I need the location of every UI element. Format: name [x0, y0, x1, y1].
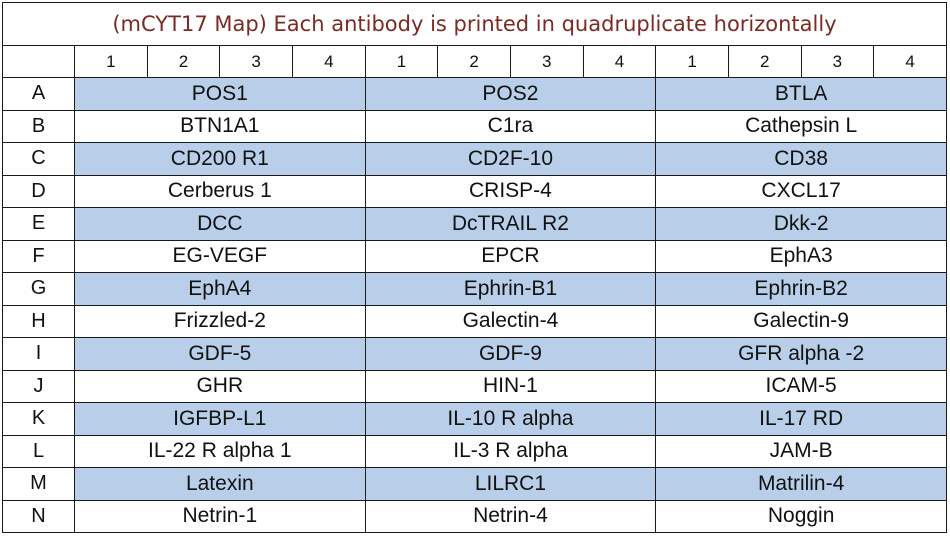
table-row: A POS1 POS2 BTLA — [2, 77, 947, 111]
antibody-cell: IL-3 R alpha — [364, 434, 657, 468]
row-label: G — [2, 272, 75, 306]
table-row: H Frizzled-2 Galectin-4 Galectin-9 — [2, 304, 947, 338]
antibody-cell: EphA4 — [74, 272, 366, 306]
table-row: D Cerberus 1 CRISP-4 CXCL17 — [2, 174, 947, 208]
table-row: I GDF-5 GDF-9 GFR alpha -2 — [2, 337, 947, 371]
row-label: M — [2, 467, 75, 501]
row-label: J — [2, 369, 75, 403]
antibody-cell: EPCR — [364, 239, 657, 273]
row-label: E — [2, 207, 75, 241]
row-label: B — [2, 109, 75, 143]
antibody-cell: Ephrin-B1 — [364, 272, 657, 306]
antibody-cell: Galectin-4 — [364, 304, 657, 338]
table-row: G EphA4 Ephrin-B1 Ephrin-B2 — [2, 272, 947, 306]
row-label: C — [2, 142, 75, 176]
row-label: N — [2, 499, 75, 533]
antibody-cell: GHR — [74, 369, 366, 403]
antibody-cell: IL-17 RD — [655, 402, 947, 436]
antibody-cell: C1ra — [364, 109, 657, 143]
antibody-cell: Noggin — [655, 499, 947, 533]
column-header: 1 — [364, 45, 439, 78]
antibody-cell: Matrilin-4 — [655, 467, 947, 501]
antibody-cell: Frizzled-2 — [74, 304, 366, 338]
column-header: 2 — [146, 45, 221, 78]
antibody-cell: CXCL17 — [655, 174, 947, 208]
antibody-cell: Latexin — [74, 467, 366, 501]
corner-cell — [2, 45, 75, 78]
row-label: A — [2, 77, 75, 111]
antibody-cell: Dkk-2 — [655, 207, 947, 241]
table-row: E DCC DcTRAIL R2 Dkk-2 — [2, 207, 947, 241]
column-header: 3 — [219, 45, 293, 78]
map-title: (mCYT17 Map) Each antibody is printed in… — [2, 2, 947, 46]
column-header-row: 1 2 3 4 1 2 3 4 1 2 3 4 — [2, 45, 947, 78]
antibody-cell: POS1 — [74, 77, 366, 111]
antibody-cell: CRISP-4 — [364, 174, 657, 208]
antibody-cell: LILRC1 — [364, 467, 657, 501]
column-header: 1 — [74, 45, 148, 78]
table-row: F EG-VEGF EPCR EphA3 — [2, 239, 947, 273]
column-header: 3 — [800, 45, 875, 78]
row-label: K — [2, 402, 75, 436]
table-row: J GHR HIN-1 ICAM-5 — [2, 369, 947, 403]
antibody-cell: POS2 — [364, 77, 657, 111]
antibody-cell: Netrin-4 — [364, 499, 657, 533]
antibody-cell: DCC — [74, 207, 366, 241]
row-label: H — [2, 304, 75, 338]
row-label: F — [2, 239, 75, 273]
antibody-cell: DcTRAIL R2 — [364, 207, 657, 241]
antibody-cell: BTN1A1 — [74, 109, 366, 143]
antibody-cell: Cathepsin L — [655, 109, 947, 143]
table-row: M Latexin LILRC1 Matrilin-4 — [2, 467, 947, 501]
antibody-cell: IGFBP-L1 — [74, 402, 366, 436]
column-header: 4 — [873, 45, 947, 78]
antibody-cell: GDF-9 — [364, 337, 657, 371]
antibody-cell: Galectin-9 — [655, 304, 947, 338]
antibody-cell: EG-VEGF — [74, 239, 366, 273]
antibody-cell: Ephrin-B2 — [655, 272, 947, 306]
antibody-cell: CD38 — [655, 142, 947, 176]
row-label: D — [2, 174, 75, 208]
column-header: 2 — [437, 45, 511, 78]
row-label: L — [2, 434, 75, 468]
column-header: 4 — [582, 45, 657, 78]
antibody-cell: CD200 R1 — [74, 142, 366, 176]
antibody-cell: EphA3 — [655, 239, 947, 273]
antibody-cell: IL-10 R alpha — [364, 402, 657, 436]
table-row: L IL-22 R alpha 1 IL-3 R alpha JAM-B — [2, 434, 947, 468]
antibody-cell: Netrin-1 — [74, 499, 366, 533]
antibody-cell: HIN-1 — [364, 369, 657, 403]
antibody-cell: JAM-B — [655, 434, 947, 468]
row-label: I — [2, 337, 75, 371]
table-row: N Netrin-1 Netrin-4 Noggin — [2, 499, 947, 533]
column-header: 3 — [509, 45, 584, 78]
column-header: 4 — [291, 45, 366, 78]
column-header: 2 — [727, 45, 802, 78]
column-header: 1 — [655, 45, 729, 78]
antibody-cell: GDF-5 — [74, 337, 366, 371]
antibody-cell: CD2F-10 — [364, 142, 657, 176]
antibody-cell: ICAM-5 — [655, 369, 947, 403]
table-row: C CD200 R1 CD2F-10 CD38 — [2, 142, 947, 176]
antibody-cell: IL-22 R alpha 1 — [74, 434, 366, 468]
antibody-cell: GFR alpha -2 — [655, 337, 947, 371]
table-row: B BTN1A1 C1ra Cathepsin L — [2, 109, 947, 143]
antibody-map-table: (mCYT17 Map) Each antibody is printed in… — [2, 2, 947, 533]
antibody-cell: BTLA — [655, 77, 947, 111]
antibody-cell: Cerberus 1 — [74, 174, 366, 208]
table-row: K IGFBP-L1 IL-10 R alpha IL-17 RD — [2, 402, 947, 436]
